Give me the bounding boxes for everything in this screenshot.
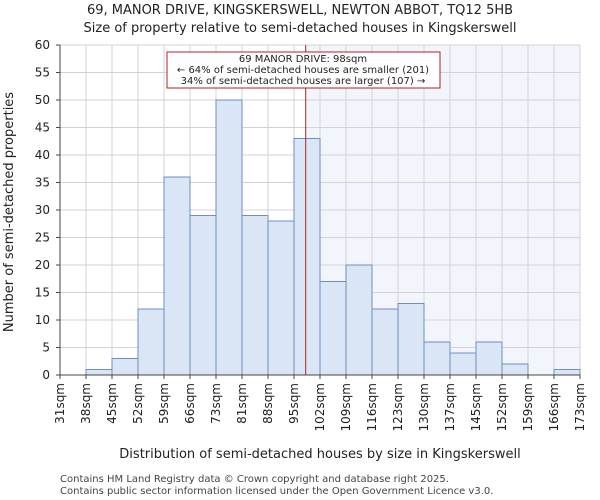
x-tick-label: 45sqm [105,383,119,424]
annotation-line-1: 69 MANOR DRIVE: 98sqm [239,54,367,65]
footer-line-2: Contains public sector information licen… [60,486,493,497]
annotation-line-2: ← 64% of semi-detached houses are smalle… [177,65,429,76]
y-tick-label: 50 [35,93,50,107]
y-tick-labels: 0 5 10 15 20 25 30 35 40 45 50 55 60 [35,38,60,382]
bar-59sqm [163,176,191,376]
x-tick-label: 130sqm [417,383,431,431]
y-tick-label: 25 [35,231,50,245]
bar-45sqm [111,358,139,376]
x-tick-label: 152sqm [495,383,509,431]
x-tick-label: 38sqm [79,383,93,424]
y-tick-label: 15 [35,286,50,300]
footer-line-1: Contains HM Land Registry data © Crown c… [60,474,449,485]
annotation-line-3: 34% of semi-detached houses are larger (… [181,76,426,87]
bar-137sqm [449,352,477,376]
x-tick-label: 159sqm [521,383,535,431]
x-tick-label: 109sqm [339,383,353,431]
y-tick-label: 60 [35,38,50,52]
y-tick-label: 20 [35,258,50,272]
y-tick-label: 55 [35,66,50,80]
y-tick-label: 40 [35,148,50,162]
y-tick-label: 5 [42,341,50,355]
x-tick-label: 95sqm [287,383,301,424]
x-axis-label: Distribution of semi-detached houses by … [119,447,520,462]
x-tick-labels: 31sqm 38sqm 45sqm 52sqm 59sqm 66sqm 73sqm 81sqm… [53,375,587,431]
x-tick-label: 52sqm [131,383,145,424]
annotation-box: 69 MANOR DRIVE: 98sqm ← 64% of semi-deta… [166,51,441,89]
x-tick-label: 137sqm [443,383,457,431]
bar-116sqm [371,308,399,376]
x-tick-label: 123sqm [391,383,405,431]
x-tick-label: 59sqm [157,383,171,424]
bar-88sqm [267,220,295,376]
bar-66sqm [189,215,217,376]
y-tick-label: 10 [35,313,50,327]
chart-title: 69, MANOR DRIVE, KINGSKERSWELL, NEWTON A… [87,3,513,18]
bars [85,99,581,376]
x-tick-label: 145sqm [469,383,483,431]
bar-130sqm [423,341,451,376]
x-tick-label: 81sqm [235,383,249,424]
bar-95sqm [293,138,321,376]
y-axis-label: Number of semi-detached properties [2,92,17,332]
x-tick-label: 116sqm [365,383,379,431]
bar-102sqm [319,281,347,376]
bar-73sqm [215,99,243,376]
x-tick-label: 173sqm [573,383,587,431]
x-tick-label: 66sqm [183,383,197,424]
bar-81sqm [241,215,269,376]
y-tick-label: 45 [35,121,50,135]
bar-145sqm [475,341,503,376]
chart-subtitle: Size of property relative to semi-detach… [84,21,517,36]
y-tick-label: 35 [35,176,50,190]
x-tick-label: 88sqm [261,383,275,424]
y-tick-label: 30 [35,203,50,217]
bar-109sqm [345,264,373,376]
x-tick-label: 102sqm [313,383,327,431]
bar-123sqm [397,303,425,376]
x-tick-label: 166sqm [547,383,561,431]
annotation-border [166,51,441,89]
bar-38sqm [85,369,113,376]
x-tick-label: 31sqm [53,383,67,424]
bar-152sqm [501,363,529,376]
bar-166sqm [553,369,581,376]
bar-52sqm [137,308,165,376]
y-tick-label: 0 [42,368,50,382]
x-tick-label: 73sqm [209,383,223,424]
